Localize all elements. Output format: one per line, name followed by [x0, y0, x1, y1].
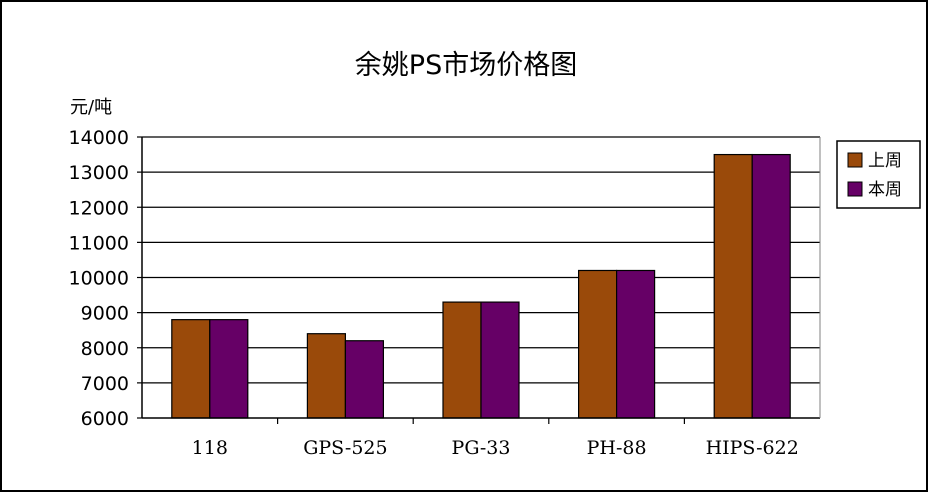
y-tick-label: 6000	[81, 408, 129, 430]
bar-PH-88-series-1	[577, 269, 618, 419]
legend-label-series-2: 本周	[868, 180, 902, 200]
legend-swatch-series-1	[847, 152, 863, 168]
y-tick-label: 11000	[69, 232, 129, 254]
y-tick-label: 12000	[69, 197, 129, 219]
y-tick-label: 8000	[81, 338, 129, 360]
y-tick-label: 14000	[69, 127, 129, 149]
legend: 上周 本周	[836, 140, 921, 209]
y-tick-label: 7000	[81, 373, 129, 395]
bars	[171, 153, 791, 419]
bar-118-series-2	[209, 319, 249, 419]
y-tick-label: 10000	[69, 268, 129, 290]
y-axis-unit-label: 元/吨	[70, 97, 112, 118]
bar-PG-33-series-2	[480, 301, 520, 419]
y-tick-label: 13000	[69, 162, 129, 184]
x-tick-label: 118	[192, 437, 228, 459]
bar-PH-88-series-2	[615, 269, 656, 419]
legend-label-series-1: 上周	[868, 151, 902, 171]
x-tick-label: PG-33	[452, 437, 511, 459]
legend-swatch-series-2	[847, 181, 863, 197]
y-axis-ticks: 6000 7000 8000 9000 10000 11000 12000 13000 1400…	[69, 127, 142, 430]
x-tick-label: PH-88	[587, 437, 647, 459]
bar-PG-33-series-1	[442, 301, 482, 419]
y-tick-label: 9000	[81, 303, 129, 325]
bar-HIPS-622-series-1	[713, 153, 753, 419]
x-tick-label: GPS-525	[303, 437, 387, 459]
bar-118-series-1	[171, 319, 211, 419]
bar-GPS-525-series-2	[344, 340, 384, 419]
x-tick-label: HIPS-622	[706, 437, 799, 459]
x-axis-ticks: 118 GPS-525 PG-33 PH-88 HIPS-622	[192, 418, 799, 459]
chart-title: 余姚PS市场价格图	[355, 50, 577, 81]
bar-GPS-525-series-1	[306, 333, 346, 419]
legend-box	[836, 140, 921, 209]
bar-HIPS-622-series-2	[751, 153, 791, 419]
